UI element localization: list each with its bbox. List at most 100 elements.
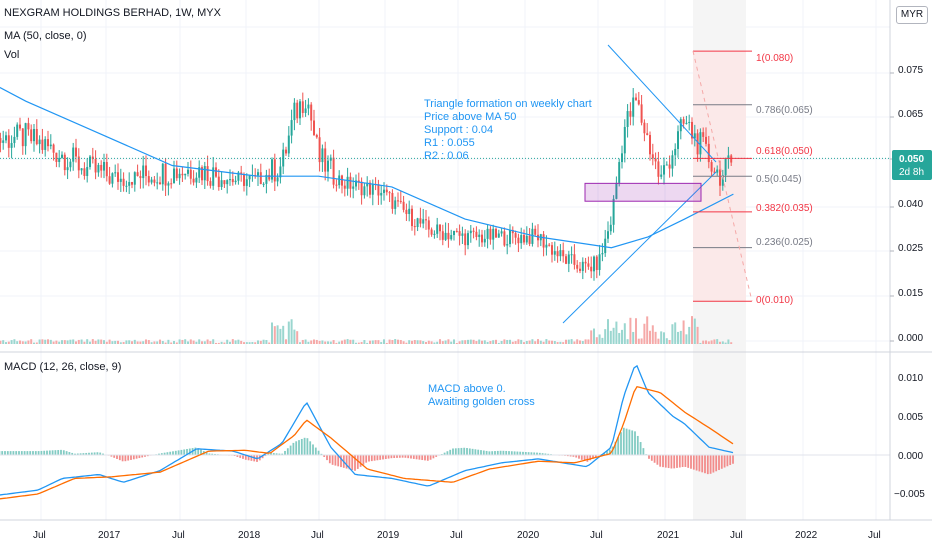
macd-histogram-bar	[146, 455, 149, 457]
candle-body	[469, 230, 472, 234]
candle-body	[329, 157, 332, 161]
volume-bar	[201, 341, 203, 344]
macd-histogram-bar	[622, 427, 625, 455]
candle-body	[301, 101, 304, 113]
indicator-ma-label: MA (50, close, 0)	[4, 30, 87, 42]
candle-body	[352, 186, 355, 189]
volume-bar	[363, 340, 366, 344]
candle-body	[472, 230, 475, 232]
candle-body	[111, 173, 114, 184]
macd-histogram-bar	[636, 435, 639, 455]
volume-bar	[492, 340, 495, 344]
macd-histogram-bar	[410, 455, 412, 459]
candle-body	[416, 218, 419, 228]
fib-label: 0.786(0.065)	[756, 105, 813, 116]
volume-bar	[551, 340, 553, 344]
macd-histogram-bar	[320, 453, 323, 455]
volume-bar	[61, 340, 63, 344]
volume-bar	[318, 340, 321, 344]
volume-bar	[145, 339, 147, 344]
macd-histogram-bar	[706, 455, 709, 475]
candle-body	[16, 124, 19, 137]
volume-bar	[245, 342, 248, 344]
volume-bar	[369, 340, 371, 344]
candle-body	[615, 182, 618, 199]
macd-histogram-bar	[390, 455, 393, 459]
macd-y-tick: 0.000	[898, 451, 923, 462]
macd-histogram-bar	[667, 455, 670, 469]
candle-body	[201, 167, 203, 181]
macd-histogram-bar	[60, 449, 62, 455]
volume-bar	[394, 339, 397, 344]
volume-bar	[604, 329, 607, 344]
candle-body	[441, 231, 444, 240]
macd-histogram-bar	[65, 451, 68, 455]
macd-histogram-bar	[76, 453, 79, 455]
volume-bar	[719, 341, 721, 344]
y-tick-label: 0.015	[898, 288, 923, 299]
macd-histogram-bar	[270, 452, 272, 455]
candle-body	[338, 175, 341, 186]
candle-body	[587, 263, 590, 267]
volume-bar	[327, 341, 329, 344]
macd-histogram-bar	[541, 453, 544, 455]
macd-histogram-bar	[452, 448, 454, 455]
macd-histogram-bar	[32, 451, 34, 455]
candle-body	[13, 136, 16, 144]
macd-histogram-bar	[715, 455, 718, 472]
volume-bar	[100, 339, 103, 344]
fib-label: 0.5(0.045)	[756, 174, 802, 185]
volume-bar	[674, 322, 677, 344]
volume-bar	[632, 331, 635, 344]
candle-body	[419, 218, 422, 224]
macd-histogram-bar	[620, 432, 622, 455]
volume-bar	[19, 340, 21, 344]
volume-bar	[156, 341, 159, 344]
volume-bar	[189, 339, 192, 344]
volume-bar	[217, 342, 220, 344]
macd-histogram-bar	[617, 437, 620, 455]
volume-bar	[33, 342, 35, 344]
volume-bar	[259, 340, 262, 344]
macd-histogram-bar	[583, 455, 586, 462]
macd-histogram-bar	[592, 455, 594, 459]
volume-bar	[287, 321, 290, 344]
macd-histogram-bar	[726, 455, 729, 467]
volume-bar	[534, 341, 537, 344]
volume-bar	[10, 340, 13, 344]
triangle-upper-line	[607, 44, 717, 163]
candle-body	[142, 165, 145, 179]
candle-body	[273, 159, 276, 182]
macd-histogram-bar	[261, 455, 264, 459]
volume-bar	[581, 341, 584, 344]
volume-bar	[705, 340, 707, 344]
volume-bar	[231, 339, 234, 344]
macd-histogram-bar	[370, 455, 373, 462]
volume-bar	[313, 339, 315, 344]
y-tick-label: 0.000	[898, 333, 923, 344]
volume-bar	[226, 339, 229, 344]
macd-histogram-bar	[698, 455, 701, 472]
candle-body	[49, 144, 52, 147]
macd-histogram-bar	[454, 448, 457, 455]
currency-selector[interactable]: MYR	[896, 6, 928, 24]
volume-bar	[195, 341, 198, 344]
macd-histogram-bar	[328, 455, 331, 464]
candle-body	[430, 229, 433, 235]
volume-bar	[184, 339, 187, 344]
volume-bar	[153, 341, 156, 344]
macd-histogram-bar	[211, 453, 214, 455]
chart-title: NEXGRAM HOLDINGS BERHAD, 1W, MYX	[4, 7, 222, 19]
macd-histogram-bar	[426, 455, 429, 461]
macd-histogram-bar	[460, 447, 463, 455]
volume-bar	[607, 319, 609, 344]
macd-histogram-bar	[166, 452, 169, 455]
candle-body	[730, 155, 733, 163]
candle-body	[489, 228, 492, 240]
volume-bar	[296, 331, 299, 344]
volume-bar	[262, 339, 265, 344]
volume-bar	[663, 332, 665, 344]
volume-bar	[567, 339, 570, 344]
candle-body	[562, 250, 565, 257]
